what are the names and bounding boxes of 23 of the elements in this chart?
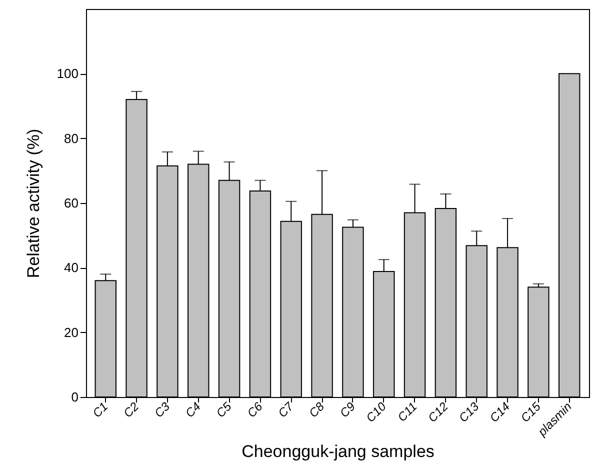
x-tick-label: C2 — [120, 399, 142, 420]
y-tick-label: 100 — [56, 66, 78, 82]
y-tick-label: 0 — [71, 390, 78, 404]
x-tick-label: C4 — [182, 399, 204, 420]
x-tick-label: C12 — [425, 399, 451, 426]
x-tick-label: C14 — [487, 399, 513, 426]
x-tick-label: C5 — [213, 399, 234, 420]
y-tick-label: 80 — [64, 130, 78, 146]
x-tick-label: C7 — [275, 398, 298, 420]
y-tick-label: 60 — [64, 196, 78, 210]
x-tick-label: C13 — [456, 399, 482, 426]
x-tick-label: C1 — [90, 400, 111, 420]
x-tick-label: C10 — [363, 399, 390, 426]
y-tick-label: 40 — [64, 260, 78, 276]
y-tick-label: 20 — [64, 324, 78, 340]
y-axis-title: Relative activity (%) — [24, 128, 43, 278]
x-tick-label: C15 — [518, 399, 544, 426]
x-tick-label: C11 — [394, 400, 420, 424]
x-tick-label: C6 — [244, 399, 266, 420]
x-axis-title: Cheongguk-jang samples — [242, 442, 434, 461]
x-tick-label: C9 — [337, 399, 358, 420]
x-tick-label: C3 — [152, 399, 173, 420]
x-tick-label: C8 — [306, 399, 328, 420]
